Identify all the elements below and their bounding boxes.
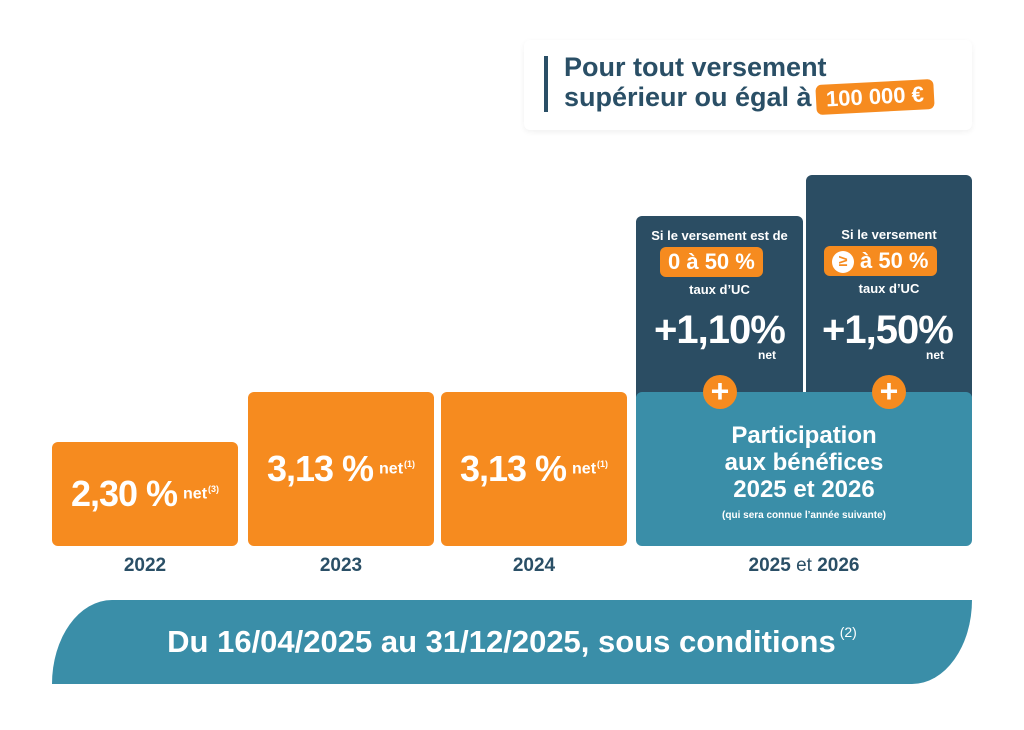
- threshold-callout: Pour tout versement supérieur ou égal à …: [524, 40, 972, 130]
- year-label-2022: 2022: [123, 555, 167, 576]
- participation-line-3: 2025 et 2026: [733, 476, 875, 503]
- year-label-2025-2026: 2025 et 2026: [748, 555, 860, 576]
- bonus-rate: +1,10%: [654, 308, 786, 352]
- plus-icon: +: [872, 375, 906, 409]
- bonus-net-label: net: [926, 348, 944, 362]
- bar-2024-net: net(1): [572, 459, 609, 478]
- offer-period-banner: Du 16/04/2025 au 31/12/2025, sous condit…: [52, 600, 972, 684]
- bar-2022-value: 2,30 %: [70, 473, 178, 514]
- amount-badge: 100 000 €: [815, 78, 935, 116]
- bar-2024: 3,13 % net(1): [441, 392, 627, 546]
- greater-or-equal-icon: ≥: [832, 251, 854, 274]
- bar-2022-footnote: (3): [208, 484, 220, 495]
- uc-label: taux d’UC: [858, 281, 920, 296]
- year-label-2024: 2024: [512, 555, 556, 576]
- bar-2023-footnote: (1): [404, 459, 416, 470]
- bar-2022: 2,30 % net(3): [52, 442, 238, 546]
- participation-note: (qui sera connue l’année suivante): [722, 510, 886, 521]
- uc-range-pill: ≥ à 50 %: [824, 246, 937, 276]
- offer-period-footnote: (2): [839, 624, 857, 640]
- bonus-condition-text: Si le versement est de: [651, 228, 788, 243]
- bar-2023-net: net(1): [379, 459, 416, 478]
- bar-2024-value: 3,13 %: [459, 448, 567, 489]
- callout-line-2: supérieur ou égal à: [564, 82, 812, 112]
- uc-range-pill: 0 à 50 %: [660, 247, 763, 277]
- callout-line-1: Pour tout versement: [564, 52, 827, 82]
- bonus-condition-text: Si le versement: [841, 227, 937, 242]
- bar-2023-value: 3,13 %: [266, 448, 374, 489]
- participation-line-2: aux bénéfices: [724, 449, 884, 476]
- bonus-rate: +1,50%: [822, 308, 954, 352]
- bonus-column-low-uc: Si le versement est de 0 à 50 % taux d’U…: [636, 216, 803, 402]
- bar-2022-net: net(3): [183, 484, 220, 503]
- bonus-net-label: net: [758, 348, 776, 362]
- offer-period-text: Du 16/04/2025 au 31/12/2025, sous condit…: [167, 624, 836, 659]
- bar-2024-footnote: (1): [597, 459, 609, 470]
- plus-icon: +: [703, 375, 737, 409]
- participation-line-1: Participation: [731, 422, 877, 449]
- uc-label: taux d’UC: [689, 282, 750, 297]
- callout-accent-bar: [544, 56, 548, 112]
- year-label-2023: 2023: [319, 555, 363, 576]
- bonus-column-high-uc: Si le versement ≥ à 50 % taux d’UC +1,50%…: [806, 175, 972, 402]
- bar-2023: 3,13 % net(1): [248, 392, 434, 546]
- profit-participation-box: Participation aux bénéfices 2025 et 2026…: [636, 392, 972, 546]
